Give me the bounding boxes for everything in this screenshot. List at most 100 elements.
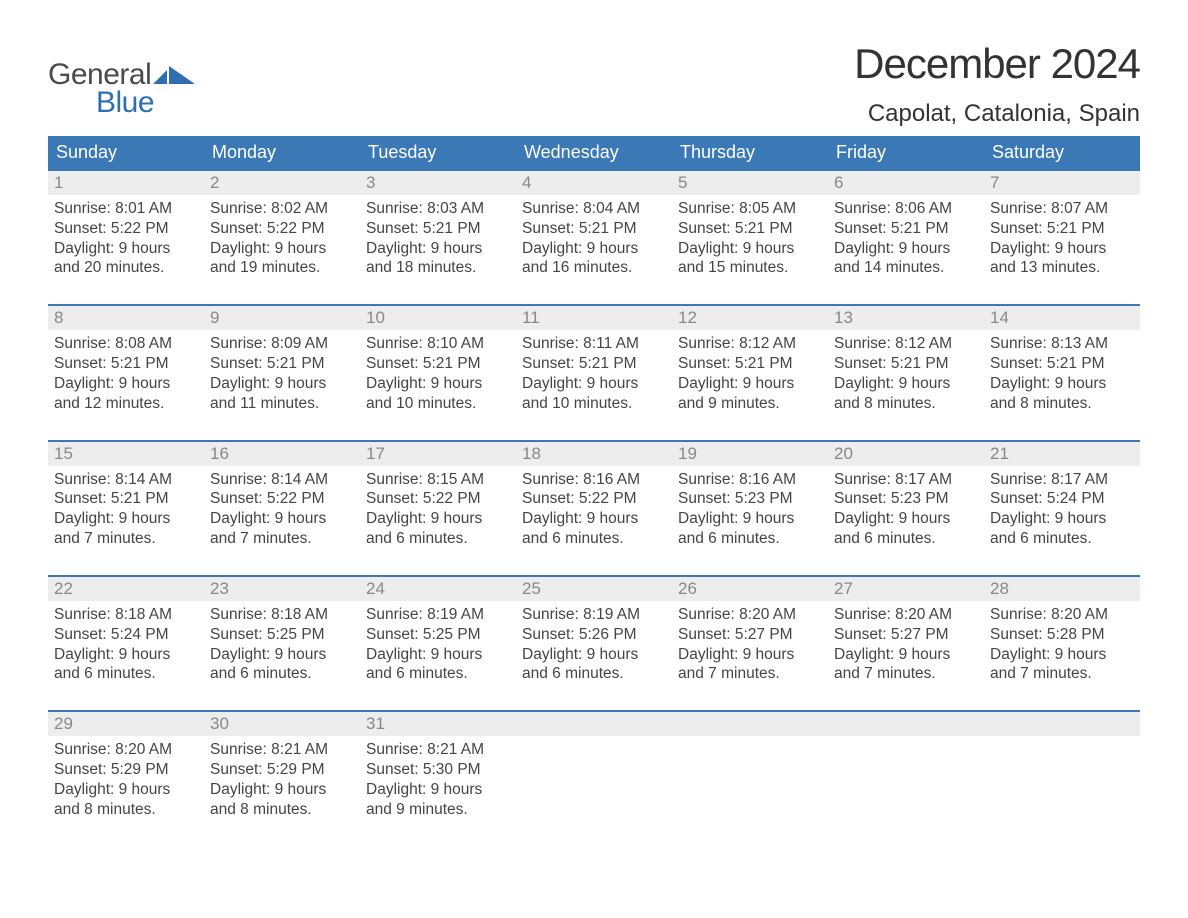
day-content: Sunrise: 8:18 AMSunset: 5:25 PMDaylight:… [204,601,360,688]
day-daylight2: and 13 minutes. [990,258,1134,278]
day-cell: 26Sunrise: 8:20 AMSunset: 5:27 PMDayligh… [672,577,828,688]
title-block: December 2024 Capolat, Catalonia, Spain [854,40,1140,128]
day-number: 10 [360,306,516,330]
day-sunrise: Sunrise: 8:20 AM [678,605,822,625]
day-content: Sunrise: 8:19 AMSunset: 5:25 PMDaylight:… [360,601,516,688]
day-sunset: Sunset: 5:22 PM [210,489,354,509]
day-sunset: Sunset: 5:21 PM [678,219,822,239]
day-sunset: Sunset: 5:28 PM [990,625,1134,645]
day-number: 8 [48,306,204,330]
day-number: 22 [48,577,204,601]
day-number: 15 [48,442,204,466]
day-daylight1: Daylight: 9 hours [678,374,822,394]
day-sunset: Sunset: 5:21 PM [210,354,354,374]
day-cell: 14Sunrise: 8:13 AMSunset: 5:21 PMDayligh… [984,306,1140,417]
day-daylight1: Daylight: 9 hours [522,645,666,665]
day-cell [984,712,1140,823]
day-daylight1: Daylight: 9 hours [210,374,354,394]
page-title: December 2024 [854,40,1140,88]
day-content: Sunrise: 8:21 AMSunset: 5:30 PMDaylight:… [360,736,516,823]
day-cell: 6Sunrise: 8:06 AMSunset: 5:21 PMDaylight… [828,171,984,282]
day-content: Sunrise: 8:20 AMSunset: 5:27 PMDaylight:… [672,601,828,688]
day-daylight1: Daylight: 9 hours [678,509,822,529]
day-sunset: Sunset: 5:21 PM [522,354,666,374]
day-number [984,712,1140,736]
day-sunrise: Sunrise: 8:16 AM [678,470,822,490]
day-content: Sunrise: 8:02 AMSunset: 5:22 PMDaylight:… [204,195,360,282]
day-sunset: Sunset: 5:23 PM [678,489,822,509]
day-cell: 17Sunrise: 8:15 AMSunset: 5:22 PMDayligh… [360,442,516,553]
day-daylight2: and 7 minutes. [54,529,198,549]
day-content: Sunrise: 8:09 AMSunset: 5:21 PMDaylight:… [204,330,360,417]
week-row: 29Sunrise: 8:20 AMSunset: 5:29 PMDayligh… [48,710,1140,823]
day-daylight2: and 16 minutes. [522,258,666,278]
day-cell: 11Sunrise: 8:11 AMSunset: 5:21 PMDayligh… [516,306,672,417]
day-cell: 29Sunrise: 8:20 AMSunset: 5:29 PMDayligh… [48,712,204,823]
day-content: Sunrise: 8:18 AMSunset: 5:24 PMDaylight:… [48,601,204,688]
day-sunset: Sunset: 5:25 PM [210,625,354,645]
day-daylight2: and 6 minutes. [522,664,666,684]
day-cell: 30Sunrise: 8:21 AMSunset: 5:29 PMDayligh… [204,712,360,823]
day-daylight2: and 6 minutes. [366,529,510,549]
day-number: 17 [360,442,516,466]
day-number: 7 [984,171,1140,195]
flag-icon [153,62,195,89]
day-number: 30 [204,712,360,736]
day-daylight2: and 12 minutes. [54,394,198,414]
logo-text-blue: Blue [96,86,154,120]
day-sunrise: Sunrise: 8:12 AM [834,334,978,354]
day-sunrise: Sunrise: 8:09 AM [210,334,354,354]
day-number: 18 [516,442,672,466]
day-cell: 22Sunrise: 8:18 AMSunset: 5:24 PMDayligh… [48,577,204,688]
day-content: Sunrise: 8:14 AMSunset: 5:22 PMDaylight:… [204,466,360,553]
day-cell: 10Sunrise: 8:10 AMSunset: 5:21 PMDayligh… [360,306,516,417]
weeks-container: 1Sunrise: 8:01 AMSunset: 5:22 PMDaylight… [48,169,1140,824]
day-sunrise: Sunrise: 8:08 AM [54,334,198,354]
day-daylight2: and 6 minutes. [366,664,510,684]
day-sunrise: Sunrise: 8:05 AM [678,199,822,219]
day-content: Sunrise: 8:17 AMSunset: 5:23 PMDaylight:… [828,466,984,553]
weekday-header: Tuesday [360,136,516,169]
day-sunrise: Sunrise: 8:17 AM [990,470,1134,490]
day-daylight1: Daylight: 9 hours [990,645,1134,665]
day-sunrise: Sunrise: 8:11 AM [522,334,666,354]
day-daylight1: Daylight: 9 hours [834,509,978,529]
day-daylight1: Daylight: 9 hours [990,239,1134,259]
day-content: Sunrise: 8:17 AMSunset: 5:24 PMDaylight:… [984,466,1140,553]
day-cell: 2Sunrise: 8:02 AMSunset: 5:22 PMDaylight… [204,171,360,282]
day-content: Sunrise: 8:16 AMSunset: 5:23 PMDaylight:… [672,466,828,553]
day-sunrise: Sunrise: 8:19 AM [366,605,510,625]
day-cell: 7Sunrise: 8:07 AMSunset: 5:21 PMDaylight… [984,171,1140,282]
day-daylight1: Daylight: 9 hours [54,509,198,529]
brand-logo: General Blue [48,58,195,120]
day-number: 31 [360,712,516,736]
day-number: 9 [204,306,360,330]
day-daylight2: and 6 minutes. [522,529,666,549]
day-sunset: Sunset: 5:21 PM [834,354,978,374]
day-daylight2: and 6 minutes. [678,529,822,549]
day-daylight2: and 20 minutes. [54,258,198,278]
day-sunrise: Sunrise: 8:17 AM [834,470,978,490]
day-cell: 19Sunrise: 8:16 AMSunset: 5:23 PMDayligh… [672,442,828,553]
day-daylight1: Daylight: 9 hours [54,780,198,800]
day-cell [516,712,672,823]
day-content: Sunrise: 8:14 AMSunset: 5:21 PMDaylight:… [48,466,204,553]
day-sunset: Sunset: 5:21 PM [366,219,510,239]
day-cell: 3Sunrise: 8:03 AMSunset: 5:21 PMDaylight… [360,171,516,282]
day-number: 1 [48,171,204,195]
day-sunrise: Sunrise: 8:03 AM [366,199,510,219]
day-daylight1: Daylight: 9 hours [990,509,1134,529]
day-sunrise: Sunrise: 8:18 AM [210,605,354,625]
day-sunrise: Sunrise: 8:20 AM [834,605,978,625]
day-cell: 16Sunrise: 8:14 AMSunset: 5:22 PMDayligh… [204,442,360,553]
day-daylight2: and 7 minutes. [834,664,978,684]
day-sunset: Sunset: 5:22 PM [366,489,510,509]
day-content: Sunrise: 8:05 AMSunset: 5:21 PMDaylight:… [672,195,828,282]
day-number: 12 [672,306,828,330]
day-sunset: Sunset: 5:21 PM [990,219,1134,239]
day-cell: 1Sunrise: 8:01 AMSunset: 5:22 PMDaylight… [48,171,204,282]
day-cell: 24Sunrise: 8:19 AMSunset: 5:25 PMDayligh… [360,577,516,688]
day-daylight2: and 8 minutes. [210,800,354,820]
day-sunset: Sunset: 5:21 PM [990,354,1134,374]
day-sunset: Sunset: 5:25 PM [366,625,510,645]
